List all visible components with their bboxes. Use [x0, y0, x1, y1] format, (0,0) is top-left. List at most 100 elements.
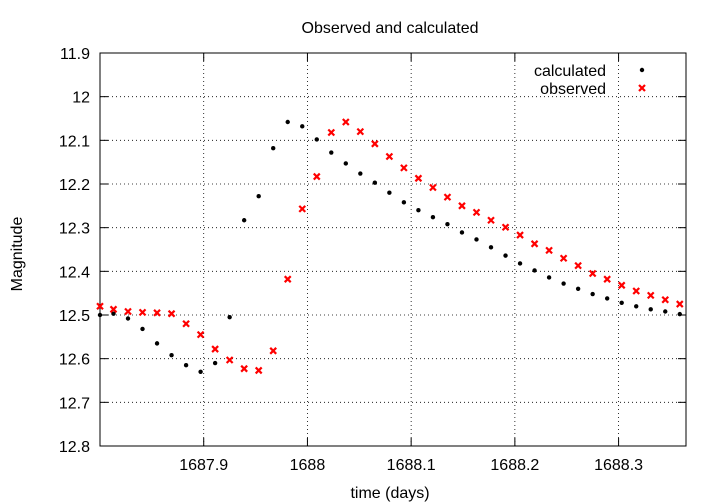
- calculated-point: [256, 194, 261, 199]
- calculated-point: [416, 208, 421, 213]
- x-tick-label: 1688.2: [490, 457, 539, 474]
- observed-point: [153, 309, 161, 317]
- calculated-point: [140, 326, 145, 332]
- x-tick-label: 1688.3: [594, 457, 643, 474]
- observed-point: [588, 269, 597, 278]
- calculated-point: [663, 309, 668, 314]
- cross-stroke: [269, 347, 277, 355]
- calculated-point: [169, 352, 174, 358]
- y-tick-label: 12.1: [59, 133, 90, 150]
- cross-stroke: [632, 287, 640, 295]
- cross-stroke: [429, 183, 437, 192]
- observed-point: [356, 127, 365, 136]
- observed-point: [167, 309, 176, 318]
- observed-point: [675, 300, 684, 308]
- cross-stroke: [443, 193, 452, 201]
- calculated-point: [212, 360, 218, 366]
- observed-point: [96, 302, 104, 311]
- calculated-point: [561, 281, 566, 286]
- calculated-point: [604, 296, 610, 301]
- observed-point: [632, 287, 640, 295]
- calculated-point: [532, 268, 537, 273]
- y-tick-label: 12.7: [59, 395, 90, 412]
- observed-point: [545, 246, 553, 255]
- series-observed: [96, 118, 684, 375]
- calculated-point: [575, 286, 581, 291]
- observed-point: [196, 330, 205, 339]
- y-tick-label: 12.4: [59, 264, 90, 281]
- cross-stroke: [458, 202, 466, 210]
- observed-point: [109, 305, 118, 314]
- observed-point: [400, 164, 408, 172]
- cross-stroke: [312, 172, 321, 181]
- cross-stroke: [530, 240, 539, 248]
- observed-point: [327, 128, 336, 137]
- legend-label-observed: observed: [540, 81, 606, 98]
- calculated-point: [372, 180, 378, 185]
- observed-point: [283, 275, 292, 283]
- calculated-point: [154, 341, 160, 346]
- observed-point: [414, 174, 423, 183]
- x-tick-label: 1688.1: [387, 457, 436, 474]
- grid: [100, 53, 686, 446]
- observed-point: [385, 152, 394, 161]
- cross-stroke: [501, 223, 510, 232]
- calculated-point: [648, 307, 653, 312]
- cross-stroke: [559, 254, 568, 263]
- legend-marker-calculated: [639, 67, 645, 73]
- y-tick-label: 12.5: [59, 308, 90, 325]
- observed-point: [574, 261, 582, 270]
- calculated-point: [329, 150, 334, 155]
- observed-point: [661, 295, 670, 304]
- calculated-point: [634, 304, 639, 309]
- y-tick-label: 11.9: [60, 46, 90, 63]
- calculated-point: [445, 221, 450, 227]
- calculated-point: [430, 214, 436, 220]
- cross-stroke: [342, 118, 350, 126]
- cross-stroke: [153, 309, 161, 317]
- observed-point: [646, 291, 655, 300]
- cross-stroke: [167, 309, 176, 318]
- calculated-point: [677, 311, 682, 317]
- calculated-point: [503, 253, 508, 258]
- cross-stroke: [109, 305, 118, 314]
- cross-stroke: [646, 291, 655, 300]
- observed-point: [501, 223, 510, 232]
- calculated-point: [285, 119, 290, 125]
- plot-frame: [99, 52, 687, 447]
- cross-stroke: [661, 295, 670, 304]
- y-tick-label: 12: [72, 90, 90, 107]
- y-tick-label: 12.2: [59, 177, 90, 194]
- calculated-point: [459, 230, 465, 235]
- observed-point: [254, 366, 263, 375]
- calculated-point: [488, 245, 494, 250]
- observed-point: [559, 254, 568, 263]
- axis-ticks: 11.9 12 12.1 12.2 12.3 12.4 12.5 12.6 12.7 12.8 16…: [59, 46, 686, 474]
- cross-stroke: [487, 216, 495, 225]
- calculated-point: [125, 316, 131, 321]
- observed-point: [371, 140, 379, 148]
- cross-stroke: [283, 275, 292, 283]
- cross-stroke: [385, 152, 394, 161]
- calculated-point: [314, 137, 319, 142]
- observed-point: [312, 172, 321, 181]
- observed-point: [617, 281, 626, 290]
- observed-point: [269, 347, 277, 355]
- y-tick-label: 12.8: [59, 439, 90, 456]
- observed-point: [487, 216, 495, 225]
- cross-stroke: [472, 208, 481, 217]
- legend: calculated observed: [534, 63, 646, 98]
- cross-stroke: [516, 231, 524, 239]
- observed-point: [443, 193, 452, 201]
- cross-stroke: [196, 330, 205, 339]
- observed-point: [225, 356, 234, 364]
- calculated-point: [517, 261, 523, 266]
- x-tick-label: 1688: [290, 457, 326, 474]
- y-tick-label: 12.3: [59, 221, 90, 238]
- observed-point: [472, 208, 481, 217]
- y-tick-label: 12.6: [59, 352, 90, 369]
- observed-point: [124, 307, 132, 316]
- observed-point: [298, 205, 307, 213]
- calculated-point: [387, 190, 392, 195]
- calculated-point: [619, 300, 624, 305]
